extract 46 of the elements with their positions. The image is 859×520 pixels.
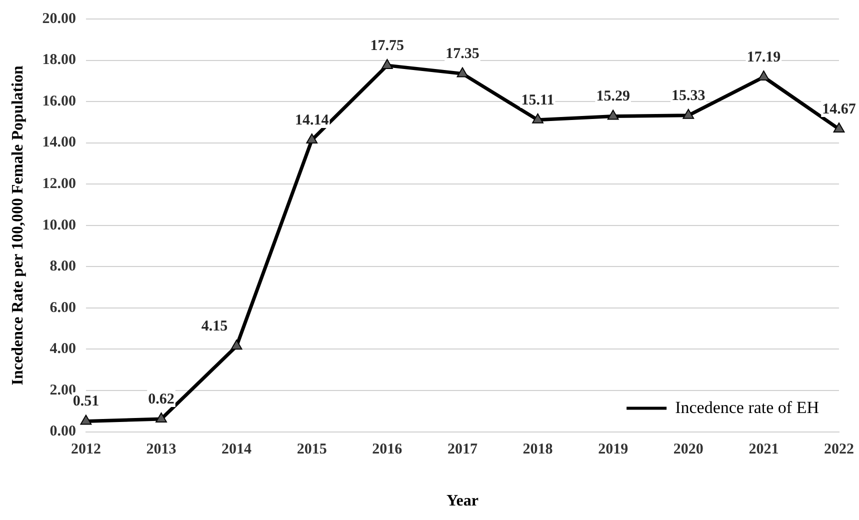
x-tick-label: 2022 (824, 442, 854, 458)
data-label: 15.11 (521, 92, 554, 108)
y-tick-label: 10.00 (42, 217, 76, 234)
y-tick-label: 12.00 (42, 176, 76, 192)
x-tick-label: 2012 (70, 442, 101, 458)
legend-label: Incedence rate of EH (675, 398, 819, 417)
data-label: 0.62 (148, 391, 174, 408)
point (833, 122, 845, 133)
data-label: 15.33 (672, 88, 706, 104)
x-tick-label: 2020 (673, 442, 704, 458)
point (80, 414, 92, 425)
point (758, 70, 770, 80)
x-tick-label: 2014 (222, 442, 252, 458)
point (682, 108, 694, 119)
x-tick-label: 2021 (748, 442, 779, 458)
x-tick-label: 2015 (296, 442, 327, 458)
y-tick-label: 16.00 (42, 93, 76, 110)
x-tick-label: 2019 (598, 442, 628, 458)
y-tick-label: 8.00 (50, 258, 76, 275)
data-label: 17.35 (446, 46, 480, 62)
x-tick-label: 2013 (146, 442, 176, 458)
x-axis-title: Year (446, 492, 478, 510)
y-tick-label: 18.00 (42, 52, 76, 68)
data-label: 17.75 (370, 38, 404, 54)
y-tick-label: 20.00 (42, 10, 76, 27)
x-tick-label: 2016 (372, 442, 403, 458)
point (607, 110, 619, 120)
point (230, 340, 242, 350)
x-tick-label: 2017 (447, 442, 478, 458)
y-axis-title: Incedence Rate per 100,000 Female Population (10, 65, 27, 386)
data-label: 0.51 (72, 394, 100, 410)
point (456, 67, 468, 78)
y-tick-label: 6.00 (50, 300, 76, 316)
data-label: 15.29 (596, 88, 630, 105)
point (381, 58, 393, 69)
point (306, 133, 318, 144)
x-tick-label: 2018 (522, 442, 553, 458)
y-tick-label: 14.00 (42, 134, 76, 151)
y-tick-label: 4.00 (50, 341, 76, 358)
point (532, 113, 544, 124)
point (156, 412, 167, 423)
data-label: 14.67 (822, 101, 856, 118)
y-tick-label: 0.00 (50, 424, 76, 440)
data-label: 4.15 (201, 318, 228, 335)
data-label: 17.19 (746, 49, 781, 66)
data-label: 14.14 (294, 112, 330, 128)
